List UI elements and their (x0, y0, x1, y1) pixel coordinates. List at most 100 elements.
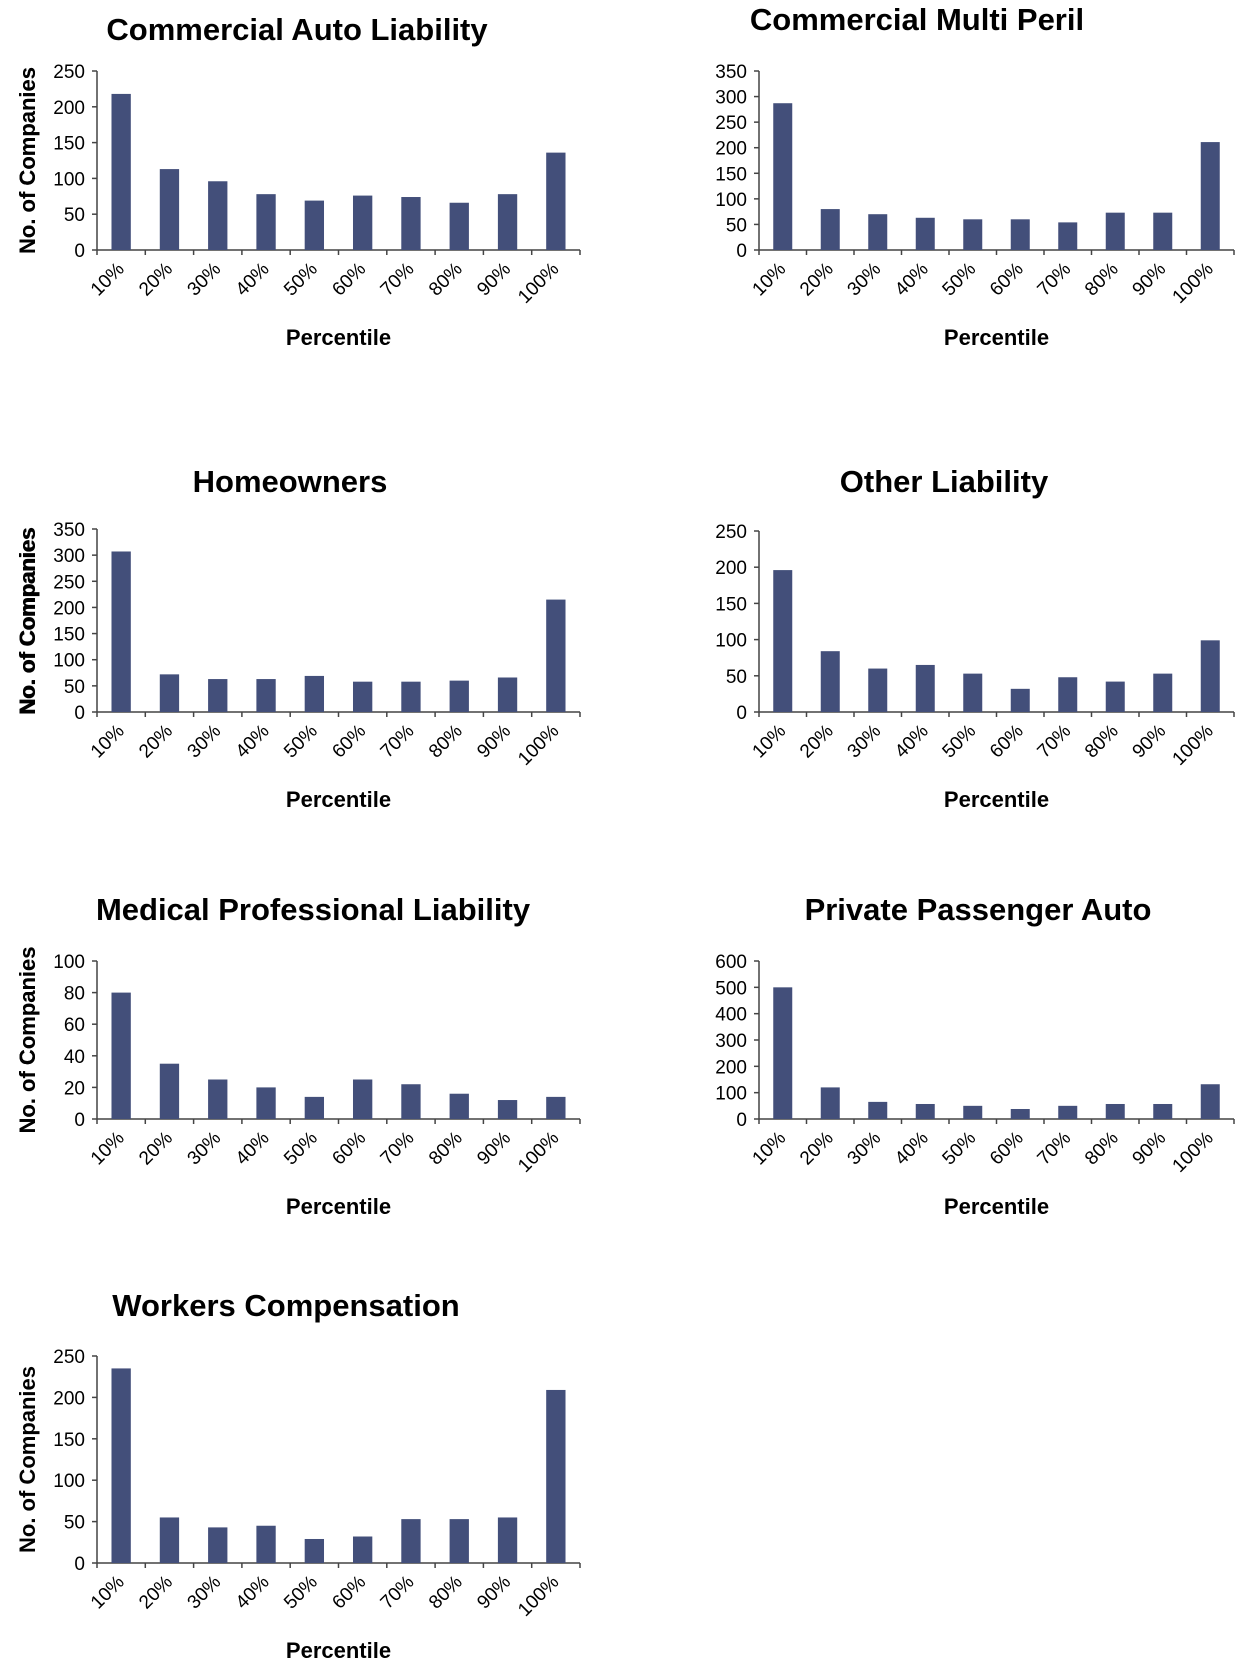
x-tick-label: 100% (1169, 721, 1218, 770)
x-tick-label: 80% (1081, 721, 1123, 763)
x-tick-label: 70% (1034, 1128, 1076, 1170)
y-tick-label: 50 (64, 205, 85, 226)
x-tick-label: 90% (1129, 1128, 1171, 1170)
y-axis-label: No. of Companies (15, 67, 40, 254)
x-axis-label: Percentile (286, 787, 391, 812)
bar-40pct (256, 194, 276, 250)
y-tick-label: 60 (64, 1015, 85, 1036)
y-tick-label: 100 (53, 651, 85, 672)
x-tick-label: 20% (135, 1572, 177, 1614)
bar-90pct (1153, 673, 1173, 712)
x-tick-label: 10% (87, 259, 129, 301)
y-axis-label: No. of Companies (15, 67, 40, 254)
bar-40pct (256, 679, 276, 712)
x-tick-label: 80% (1081, 1128, 1123, 1170)
y-axis-label: No. of Companies (15, 946, 40, 1133)
bar-70pct (1058, 222, 1078, 250)
x-tick-label: 40% (232, 1128, 274, 1170)
bar-10pct (773, 570, 793, 712)
bar-30pct (208, 679, 228, 712)
bar-60pct (1010, 1108, 1030, 1119)
bar-90pct (1153, 212, 1173, 250)
bar-80pct (1105, 212, 1125, 250)
bar-90pct (497, 1100, 518, 1119)
bar-10pct (111, 1368, 131, 1563)
bar-20pct (159, 674, 180, 712)
y-tick-label: 350 (53, 520, 85, 541)
x-tick-label: 10% (87, 721, 129, 763)
y-tick-label: 0 (74, 703, 85, 724)
bar-40pct (256, 1525, 276, 1563)
x-tick-label: 30% (844, 259, 886, 301)
y-tick-label: 400 (715, 1005, 747, 1026)
x-tick-label: 30% (184, 1572, 226, 1614)
y-tick-label: 250 (53, 572, 85, 593)
bar-30pct (868, 668, 888, 712)
bar-80pct (1105, 1103, 1125, 1119)
bar-30pct (208, 1079, 228, 1119)
x-tick-label: 70% (377, 721, 419, 763)
x-tick-label: 40% (232, 259, 274, 301)
y-tick-label: 0 (74, 241, 85, 262)
chart-title: Homeowners (193, 464, 388, 499)
x-tick-label: 60% (328, 1128, 370, 1170)
x-tick-label: 90% (1129, 259, 1171, 301)
bar-60pct (352, 195, 373, 250)
bar-60pct (1010, 219, 1030, 250)
y-tick-label: 200 (53, 98, 85, 119)
y-tick-label: 100 (715, 631, 747, 652)
y-tick-label: 150 (715, 594, 747, 615)
x-tick-label: 40% (232, 721, 274, 763)
bar-90pct (497, 194, 518, 250)
y-tick-label: 0 (74, 1554, 85, 1575)
y-tick-label: 100 (715, 1084, 747, 1105)
chart-panel-5: Medical Professional Liability No. of Com… (15, 892, 581, 1219)
y-tick-label: 500 (715, 978, 747, 999)
y-tick-label: 300 (715, 1031, 747, 1052)
y-axis-label: No. of Companies (15, 1366, 40, 1553)
x-tick-label: 20% (135, 721, 177, 763)
chart-title: Commercial Auto Liability (106, 12, 488, 47)
x-tick-label: 30% (184, 721, 226, 763)
x-tick-label: 50% (939, 721, 981, 763)
x-tick-label: 30% (844, 721, 886, 763)
x-tick-label: 40% (891, 259, 933, 301)
bar-60pct (352, 1079, 373, 1119)
chart-title: Medical Professional Liability (96, 892, 531, 927)
bar-10pct (773, 987, 793, 1119)
bar-70pct (401, 1084, 421, 1119)
bar-10pct (111, 551, 131, 712)
y-tick-label: 40 (64, 1047, 85, 1068)
y-tick-label: 250 (715, 522, 747, 543)
x-tick-label: 80% (425, 721, 467, 763)
bar-50pct (963, 1105, 983, 1119)
y-tick-label: 150 (53, 625, 85, 646)
y-tick-label: 600 (715, 952, 747, 973)
x-tick-label: 20% (135, 259, 177, 301)
x-tick-label: 20% (796, 721, 838, 763)
x-tick-label: 60% (328, 1572, 370, 1614)
bar-20pct (820, 651, 840, 712)
x-tick-label: 10% (87, 1128, 129, 1170)
bar-20pct (159, 1517, 180, 1563)
x-tick-label: 100% (514, 259, 563, 308)
bar-70pct (1058, 1105, 1078, 1119)
x-tick-label: 60% (986, 1128, 1028, 1170)
y-tick-label: 0 (736, 1110, 747, 1131)
y-tick-label: 0 (736, 703, 747, 724)
bar-90pct (497, 1517, 518, 1563)
y-tick-label: 200 (715, 1057, 747, 1078)
y-tick-label: 200 (53, 598, 85, 619)
bar-20pct (820, 209, 840, 250)
bar-100pct (1200, 1084, 1220, 1119)
chart-panel-1: Commercial Auto Liability No. of Companie… (15, 12, 581, 350)
y-tick-label: 300 (715, 88, 747, 109)
x-tick-label: 70% (1034, 721, 1076, 763)
bar-60pct (352, 681, 373, 712)
x-tick-label: 70% (377, 259, 419, 301)
y-tick-label: 0 (74, 1110, 85, 1131)
bar-80pct (449, 1519, 469, 1563)
bar-100pct (546, 152, 566, 250)
x-tick-label: 40% (891, 721, 933, 763)
bar-30pct (208, 1527, 228, 1563)
